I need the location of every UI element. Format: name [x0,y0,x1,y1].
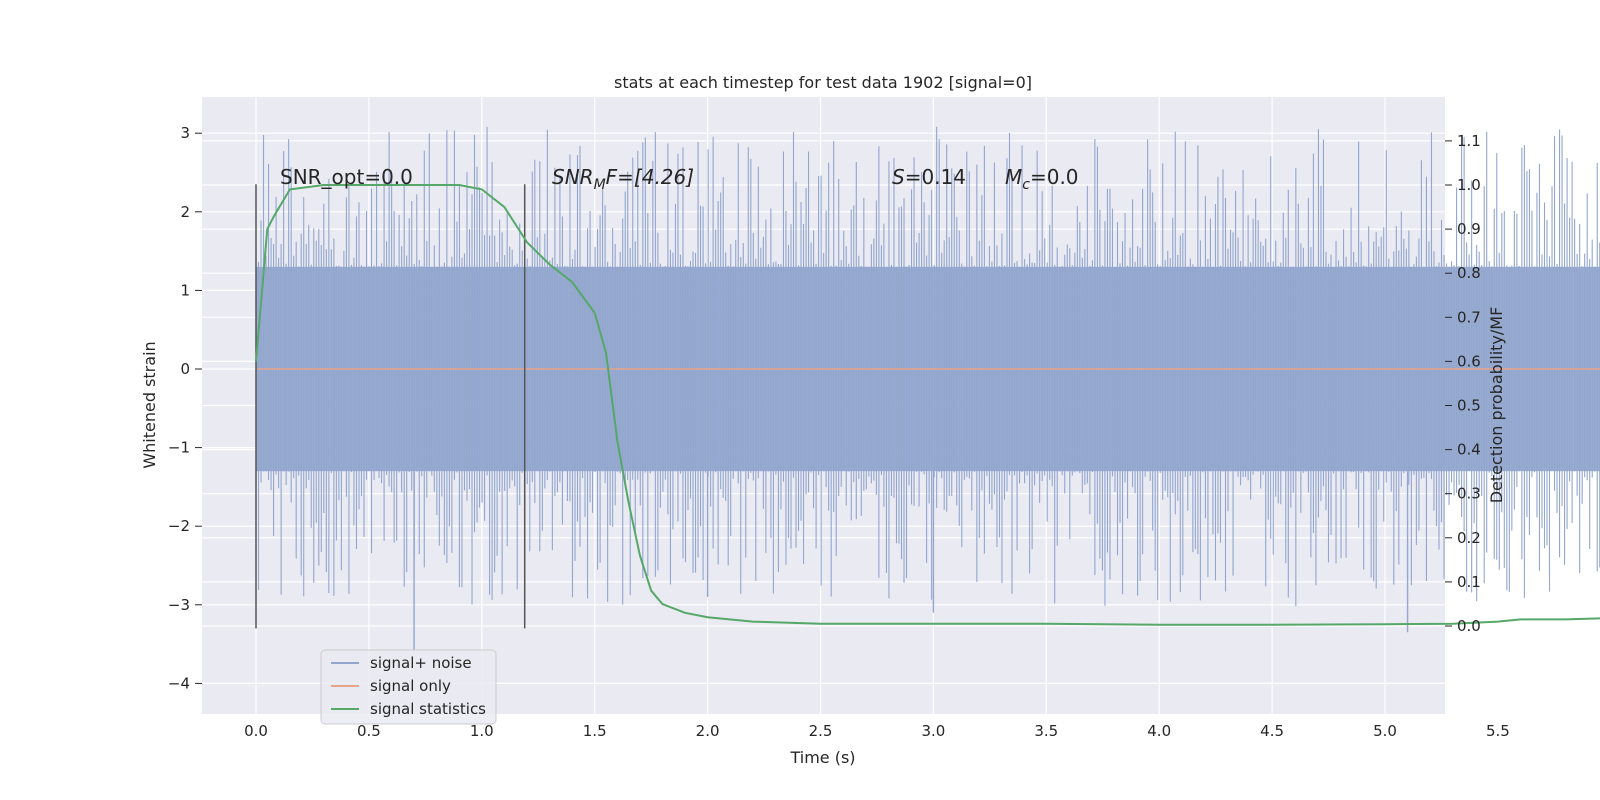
y-tick-label: −3 [168,596,190,614]
vertical-markers [255,184,526,629]
x-tick-label: 3.0 [921,722,945,740]
x-tick-label: 3.5 [1034,722,1058,740]
y2-tick-label: 0.7 [1457,308,1481,326]
annotations: SNR_opt=0.0 SNRMF=[4.26] S=0.14 Mc=0.0 [280,165,1079,193]
y-tick-label: 2 [180,203,190,221]
x-tick-label: 1.5 [583,722,607,740]
x-tick-label: 4.0 [1147,722,1171,740]
annotation-snr-mf: SNRMF=[4.26] [552,165,694,193]
y2-tick-label: 0.3 [1457,485,1481,503]
legend-box [320,649,497,725]
signal-statistics-line [255,184,1600,626]
y-axis-ticks: 3 2 1 0 −1 −2 −3 −4 [168,124,202,692]
x-tick-label: 5.5 [1486,722,1510,740]
annotation-snr-opt: SNR_opt=0.0 [280,165,413,189]
y2-tick-label: 0.8 [1457,264,1481,282]
y-tick-label: 1 [180,281,190,299]
y-tick-label: 3 [180,124,190,142]
x-tick-label: 2.0 [696,722,720,740]
x-tick-label: 5.0 [1373,722,1397,740]
y2-tick-label: 1.1 [1457,132,1481,150]
chart-title: stats at each timestep for test data 190… [614,73,1032,92]
y-axis-label: Whitened strain [140,341,159,468]
legend-label-signal-noise: signal+ noise [370,654,472,672]
y2-tick-label: 0.0 [1457,617,1481,635]
y2-axis-label: Detection probability/MF [1487,307,1506,504]
series-signal-statistics [255,184,1600,626]
x-tick-label: 6.0 [1599,722,1600,740]
y2-tick-label: 0.6 [1457,352,1481,370]
annotation-mc: Mc=0.0 [1005,165,1079,193]
legend-label-signal-statistics: signal statistics [370,700,486,718]
y2-tick-label: 0.1 [1457,573,1481,591]
y-tick-label: −4 [168,674,190,692]
y-tick-label: −1 [168,439,190,457]
x-axis-ticks: 0.00.51.01.52.02.53.03.54.04.55.05.56.06… [244,722,1600,740]
y-tick-label: 0 [180,360,190,378]
x-tick-label: 2.5 [809,722,833,740]
y2-axis-ticks: 1.1 1.0 0.9 0.8 0.7 0.6 0.5 0.4 0.3 0.2 0.1 0.0 [1445,132,1481,635]
y2-tick-label: 1.0 [1457,176,1481,194]
y-tick-label: −2 [168,517,190,535]
legend: signal+ noise signal only signal statist… [320,649,497,725]
x-tick-label: 4.5 [1260,722,1284,740]
x-tick-label: 0.5 [357,722,381,740]
y2-tick-label: 0.9 [1457,220,1481,238]
y2-tick-label: 0.5 [1457,397,1481,415]
x-tick-label: 0.0 [244,722,268,740]
x-axis-label: Time (s) [789,748,855,767]
y2-tick-label: 0.2 [1457,529,1481,547]
y2-tick-label: 0.4 [1457,441,1481,459]
annotation-s: S=0.14 [892,165,966,189]
x-tick-label: 1.0 [470,722,494,740]
legend-label-signal-only: signal only [370,677,451,695]
